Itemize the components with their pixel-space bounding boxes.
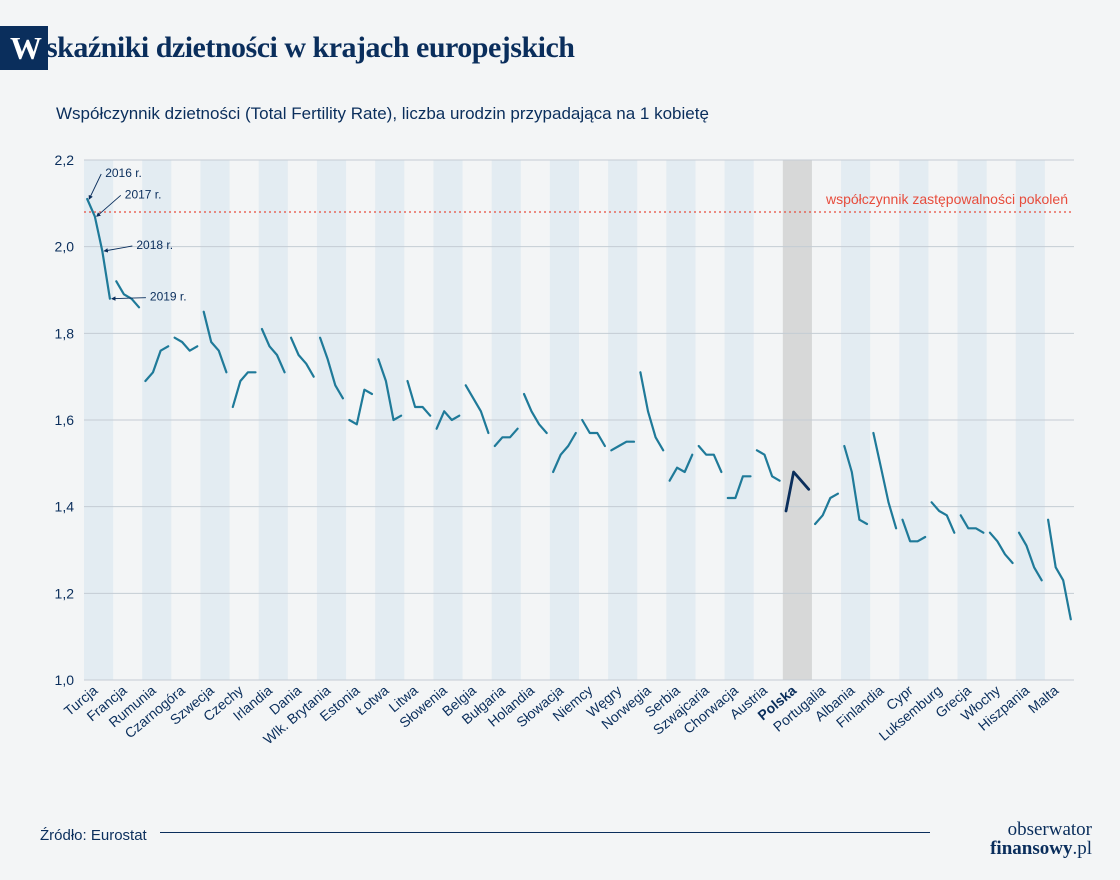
svg-text:Łotwa: Łotwa bbox=[353, 682, 392, 718]
svg-text:2019 r.: 2019 r. bbox=[150, 290, 187, 304]
svg-text:1,6: 1,6 bbox=[55, 412, 75, 428]
svg-text:2,0: 2,0 bbox=[55, 239, 75, 255]
source-label: Źródło: Eurostat bbox=[40, 827, 147, 844]
svg-text:2017 r.: 2017 r. bbox=[125, 187, 162, 201]
title-dropcap: W bbox=[0, 26, 48, 70]
title-rest: skaźniki dzietności w krajach europejski… bbox=[46, 31, 574, 65]
svg-text:1,2: 1,2 bbox=[55, 585, 75, 601]
brand-line2-ext: .pl bbox=[1072, 838, 1092, 859]
svg-text:współczynnik zastępowalności p: współczynnik zastępowalności pokoleń bbox=[825, 191, 1068, 207]
svg-text:1,4: 1,4 bbox=[55, 499, 75, 515]
brand-line1: obserwator bbox=[990, 820, 1092, 839]
svg-text:2016 r.: 2016 r. bbox=[105, 166, 142, 180]
svg-text:Malta: Malta bbox=[1025, 682, 1062, 716]
brand-logo: obserwator finansowy.pl bbox=[990, 820, 1092, 858]
svg-text:2018 r.: 2018 r. bbox=[136, 238, 173, 252]
brand-line2-bold: finansowy bbox=[990, 838, 1072, 859]
title-bar: W skaźniki dzietności w krajach europejs… bbox=[0, 26, 574, 70]
source-rule bbox=[160, 832, 930, 833]
svg-text:1,0: 1,0 bbox=[55, 672, 75, 688]
fertility-chart: 1,0 1,2 1,4 1,6 1,8 2,0 2,2 współczynnik zastęp… bbox=[34, 140, 1084, 780]
svg-text:1,8: 1,8 bbox=[55, 325, 75, 341]
subtitle: Współczynnik dzietności (Total Fertility… bbox=[56, 104, 709, 124]
svg-text:2,2: 2,2 bbox=[55, 152, 75, 168]
